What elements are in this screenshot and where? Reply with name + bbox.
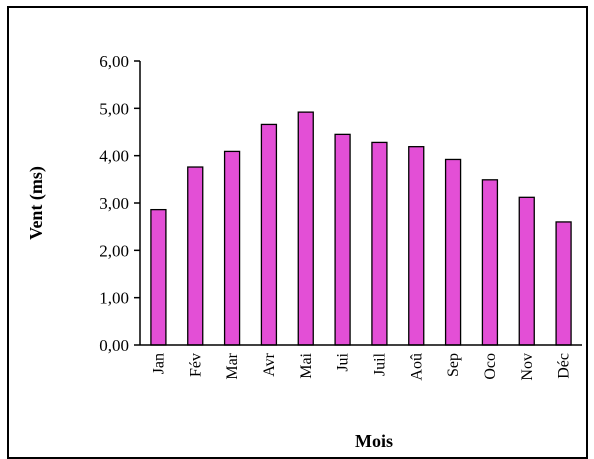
x-tick-label: Mar [224, 352, 241, 379]
x-tick-label: Oco [482, 353, 499, 380]
bar-6 [334, 133, 351, 346]
bar-8 [408, 146, 425, 346]
bar-5 [297, 111, 314, 346]
y-axis-ticks: 0,00 1,00 2,00 3,00 4,00 5,00 6,00 [99, 52, 140, 355]
bar-1 [150, 208, 167, 346]
x-axis-labels: Jan Fév Mar Avr Mai Jui Juil Aoû Sep Oco Nov Déc [150, 352, 572, 380]
x-tick-label: Avr [261, 352, 278, 376]
y-tick-label: 0,00 [99, 336, 129, 355]
bar-3 [223, 150, 241, 346]
x-tick-label: Juil [371, 352, 388, 376]
x-tick-label: Jan [150, 353, 167, 374]
x-tick-label: Nov [519, 353, 536, 381]
y-axis-title: Vent (ms) [26, 166, 47, 240]
bar-11 [518, 196, 535, 346]
bar-12 [555, 221, 572, 346]
y-tick-label: 5,00 [99, 99, 129, 118]
bar-4 [260, 123, 278, 346]
x-tick-label: Fév [187, 353, 204, 377]
x-axis-title: Mois [355, 431, 393, 451]
bars [150, 111, 572, 346]
bar-7 [371, 141, 388, 346]
y-tick-label: 6,00 [99, 52, 129, 71]
bar-2 [187, 166, 204, 346]
bar-9 [444, 158, 462, 346]
y-tick-label: 1,00 [99, 289, 129, 308]
y-tick-label: 2,00 [99, 241, 129, 260]
y-tick-label: 4,00 [99, 147, 129, 166]
x-tick-label: Aoû [408, 353, 425, 381]
x-tick-label: Déc [556, 353, 573, 379]
x-tick-label: Sep [445, 353, 462, 377]
x-tick-label: Jui [335, 352, 352, 371]
bar-10 [481, 179, 499, 346]
y-tick-label: 3,00 [99, 194, 129, 213]
x-tick-label: Mai [298, 352, 315, 378]
